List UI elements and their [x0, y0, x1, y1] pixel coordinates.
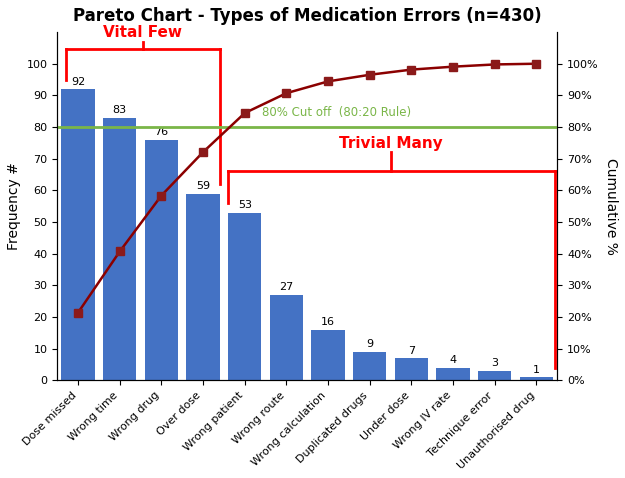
Text: 92: 92	[71, 76, 85, 87]
Bar	[61, 89, 95, 380]
Bar	[353, 352, 386, 380]
Bar	[436, 368, 470, 380]
Text: 76: 76	[154, 127, 169, 137]
Bar	[145, 140, 178, 380]
Text: 9: 9	[366, 339, 373, 349]
Text: 1: 1	[533, 365, 540, 375]
Text: 16: 16	[321, 317, 335, 327]
Text: 3: 3	[491, 358, 498, 369]
Bar	[478, 371, 511, 380]
Text: 80% Cut off  (80:20 Rule): 80% Cut off (80:20 Rule)	[262, 106, 411, 119]
Text: 27: 27	[279, 282, 294, 293]
Bar	[228, 213, 261, 380]
Bar	[186, 194, 220, 380]
Text: 4: 4	[449, 355, 457, 365]
Text: Vital Few: Vital Few	[103, 25, 182, 40]
Text: 59: 59	[196, 181, 210, 191]
Y-axis label: Frequency #: Frequency #	[7, 162, 21, 250]
Text: 7: 7	[408, 346, 415, 356]
Text: Trivial Many: Trivial Many	[339, 136, 442, 151]
Bar	[520, 377, 553, 380]
Title: Pareto Chart - Types of Medication Errors (n=430): Pareto Chart - Types of Medication Error…	[73, 7, 541, 25]
Bar	[103, 118, 136, 380]
Text: 53: 53	[238, 200, 252, 210]
Text: 83: 83	[112, 105, 127, 115]
Bar	[311, 330, 345, 380]
Bar	[270, 295, 303, 380]
Y-axis label: Cumulative %: Cumulative %	[604, 158, 618, 255]
Bar	[395, 358, 428, 380]
